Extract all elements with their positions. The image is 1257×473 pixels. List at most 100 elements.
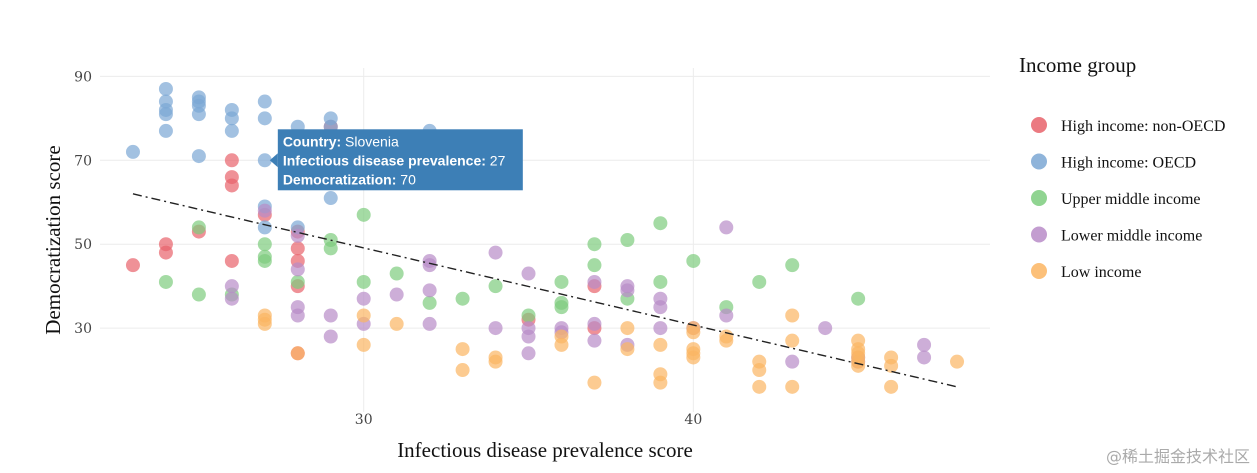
scatter-point[interactable] — [554, 295, 569, 310]
scatter-point[interactable] — [158, 274, 173, 289]
scatter-point[interactable] — [785, 379, 800, 394]
scatter-point[interactable] — [587, 333, 602, 348]
scatter-point[interactable] — [851, 333, 866, 348]
scatter-point[interactable] — [653, 291, 668, 306]
scatter-point[interactable] — [884, 350, 899, 365]
scatter-point[interactable] — [323, 329, 338, 344]
scatter-point[interactable] — [686, 253, 701, 268]
scatter-point[interactable] — [752, 379, 767, 394]
scatter-point[interactable] — [158, 81, 173, 96]
scatter-point[interactable] — [125, 144, 140, 159]
scatter-point[interactable] — [257, 94, 272, 109]
scatter-point[interactable] — [719, 308, 734, 323]
scatter-point[interactable] — [785, 333, 800, 348]
scatter-point[interactable] — [917, 350, 932, 365]
scatter-point[interactable] — [257, 203, 272, 218]
scatter-point[interactable] — [620, 321, 635, 336]
scatter-point[interactable] — [620, 342, 635, 357]
scatter-point[interactable] — [488, 321, 503, 336]
scatter-point[interactable] — [653, 337, 668, 352]
scatter-point[interactable] — [224, 123, 239, 138]
scatter-point[interactable] — [620, 279, 635, 294]
scatter-point[interactable] — [191, 90, 206, 105]
scatter-point[interactable] — [224, 170, 239, 185]
scatter-point[interactable] — [356, 308, 371, 323]
scatter-point[interactable] — [785, 354, 800, 369]
scatter-point[interactable] — [389, 316, 404, 331]
scatter-point[interactable] — [752, 354, 767, 369]
scatter-point[interactable] — [521, 266, 536, 281]
scatter-point[interactable] — [917, 337, 932, 352]
scatter-point[interactable] — [257, 220, 272, 235]
scatter-point[interactable] — [455, 363, 470, 378]
scatter-point[interactable] — [521, 346, 536, 361]
scatter-point[interactable] — [851, 291, 866, 306]
scatter-point[interactable] — [290, 262, 305, 277]
scatter-point[interactable] — [422, 253, 437, 268]
scatter-point[interactable] — [653, 367, 668, 382]
scatter-point[interactable] — [257, 153, 272, 168]
scatter-point[interactable] — [389, 287, 404, 302]
scatter-point[interactable] — [257, 249, 272, 264]
scatter-point[interactable] — [785, 258, 800, 273]
scatter-point[interactable] — [158, 123, 173, 138]
scatter-point[interactable] — [950, 354, 965, 369]
scatter-point[interactable] — [290, 346, 305, 361]
scatter-point[interactable] — [224, 291, 239, 306]
scatter-point[interactable] — [488, 245, 503, 260]
scatter-point[interactable] — [224, 102, 239, 117]
scatter-point[interactable] — [224, 279, 239, 294]
scatter-point[interactable] — [455, 291, 470, 306]
scatter-point[interactable] — [290, 241, 305, 256]
scatter-point[interactable] — [290, 308, 305, 323]
scatter-point[interactable] — [620, 233, 635, 247]
scatter-point[interactable] — [686, 321, 701, 336]
scatter-point[interactable] — [257, 237, 272, 252]
scatter-point[interactable] — [554, 274, 569, 289]
scatter-point[interactable] — [191, 287, 206, 302]
scatter-point[interactable] — [521, 321, 536, 336]
scatter-point[interactable] — [587, 375, 602, 390]
scatter-point[interactable] — [587, 316, 602, 331]
scatter-point[interactable] — [554, 329, 569, 344]
scatter-point[interactable] — [389, 266, 404, 281]
scatter-point[interactable] — [356, 207, 371, 222]
scatter-point[interactable] — [224, 153, 239, 168]
scatter-point[interactable] — [818, 321, 833, 336]
scatter-point[interactable] — [587, 258, 602, 273]
scatter-point[interactable] — [323, 308, 338, 323]
scatter-point[interactable] — [884, 379, 899, 394]
scatter-point[interactable] — [686, 342, 701, 357]
scatter-point[interactable] — [653, 274, 668, 289]
scatter-point[interactable] — [158, 94, 173, 109]
scatter-point[interactable] — [785, 308, 800, 323]
scatter-point[interactable] — [587, 274, 602, 289]
scatter-point[interactable] — [356, 274, 371, 289]
scatter-point[interactable] — [455, 342, 470, 357]
scatter-point[interactable] — [356, 291, 371, 306]
scatter-point[interactable] — [257, 308, 272, 323]
scatter-point[interactable] — [290, 274, 305, 289]
scatter-point[interactable] — [653, 321, 668, 336]
scatter-point[interactable] — [224, 253, 239, 268]
scatter-point[interactable] — [356, 337, 371, 352]
scatter-point[interactable] — [323, 191, 338, 206]
scatter-point[interactable] — [488, 279, 503, 294]
scatter-point[interactable] — [191, 149, 206, 164]
scatter-point[interactable] — [422, 295, 437, 310]
scatter-point[interactable] — [125, 258, 140, 273]
scatter-point[interactable] — [191, 220, 206, 235]
scatter-point[interactable] — [587, 237, 602, 252]
scatter-point[interactable] — [422, 283, 437, 298]
scatter-point[interactable] — [290, 228, 305, 243]
scatter-point[interactable] — [752, 274, 767, 289]
scatter-point[interactable] — [488, 350, 503, 365]
scatter-point[interactable] — [719, 329, 734, 344]
scatter-point[interactable] — [158, 237, 173, 252]
scatter-point[interactable] — [257, 111, 272, 126]
scatter-point[interactable] — [323, 111, 338, 126]
scatter-point[interactable] — [521, 308, 536, 323]
scatter-point[interactable] — [719, 220, 734, 235]
scatter-point[interactable] — [422, 316, 437, 331]
scatter-point[interactable] — [653, 216, 668, 231]
